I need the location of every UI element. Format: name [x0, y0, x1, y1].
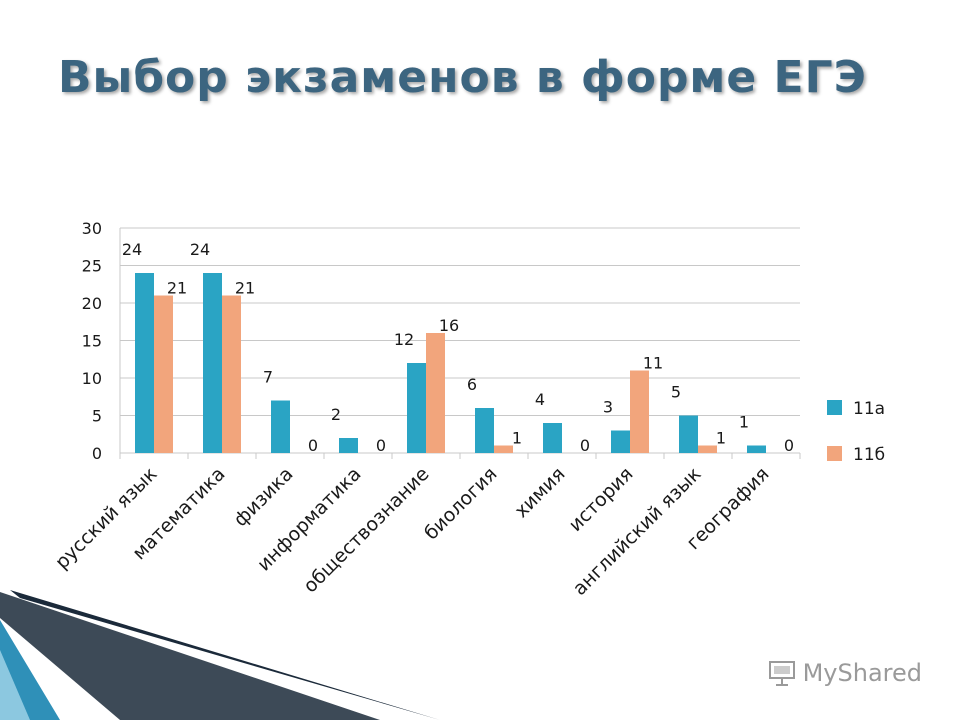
corner-decoration — [0, 590, 440, 720]
bar-11a — [611, 430, 630, 453]
data-label: 16 — [439, 316, 459, 335]
y-tick-label: 10 — [82, 369, 102, 388]
category-label: химия — [510, 463, 569, 522]
bar-11b — [222, 295, 241, 453]
slide-title: Выбор экзаменов в форме ЕГЭ — [58, 52, 867, 103]
bar-11a — [339, 438, 358, 453]
data-label: 1 — [739, 413, 749, 432]
bar-11a — [679, 415, 698, 453]
data-label: 1 — [716, 429, 726, 448]
corner-stripe-light — [0, 650, 30, 720]
watermark: MyShared — [767, 658, 922, 688]
y-tick-label: 5 — [92, 407, 102, 426]
category-label: обществознание — [299, 463, 433, 597]
bar-11b — [630, 370, 649, 453]
bar-11a — [543, 423, 562, 453]
bar-11b — [698, 445, 717, 453]
data-label: 7 — [263, 368, 273, 387]
legend-label: 11б — [853, 445, 885, 465]
bar-11a — [271, 400, 290, 453]
data-label: 4 — [535, 390, 545, 409]
legend-label: 11а — [853, 399, 885, 419]
watermark-text: MyShared — [802, 659, 922, 687]
data-label: 0 — [376, 436, 386, 455]
data-label: 0 — [580, 436, 590, 455]
y-axis-ticks: 0 5 10 15 20 25 30 — [82, 219, 102, 463]
y-tick-label: 25 — [82, 257, 102, 276]
y-tick-label: 15 — [82, 332, 102, 351]
data-label: 0 — [308, 436, 318, 455]
bar-11b — [494, 445, 513, 453]
y-tick-label: 0 — [92, 444, 102, 463]
data-label: 5 — [671, 383, 681, 402]
category-label: физика — [230, 463, 298, 531]
legend-swatch — [827, 400, 842, 415]
data-label: 2 — [331, 405, 341, 424]
corner-stripe-dark — [10, 590, 440, 720]
data-label: 0 — [784, 436, 794, 455]
projector-screen-icon — [768, 661, 795, 686]
data-label: 3 — [603, 398, 613, 417]
data-label: 24 — [122, 240, 142, 259]
legend-swatch — [827, 446, 842, 461]
bar-11b — [154, 295, 173, 453]
bar-11a — [407, 363, 426, 453]
data-label: 24 — [190, 240, 210, 259]
data-label: 12 — [394, 330, 414, 349]
data-label: 21 — [167, 279, 187, 298]
bar-11b — [426, 333, 445, 453]
legend: 11а 11б — [827, 399, 885, 465]
data-label: 1 — [512, 429, 522, 448]
data-label: 6 — [467, 375, 477, 394]
bar-11a — [135, 273, 154, 453]
data-label: 11 — [643, 354, 663, 373]
bar-11a — [203, 273, 222, 453]
y-tick-label: 30 — [82, 219, 102, 238]
bars — [135, 273, 766, 453]
data-label: 21 — [235, 279, 255, 298]
category-label: английский язык — [569, 463, 706, 600]
corner-stripe-dark-2 — [0, 592, 380, 720]
bar-11a — [747, 445, 766, 453]
bar-11a — [475, 408, 494, 453]
y-tick-label: 20 — [82, 294, 102, 313]
category-label: биология — [420, 463, 501, 544]
